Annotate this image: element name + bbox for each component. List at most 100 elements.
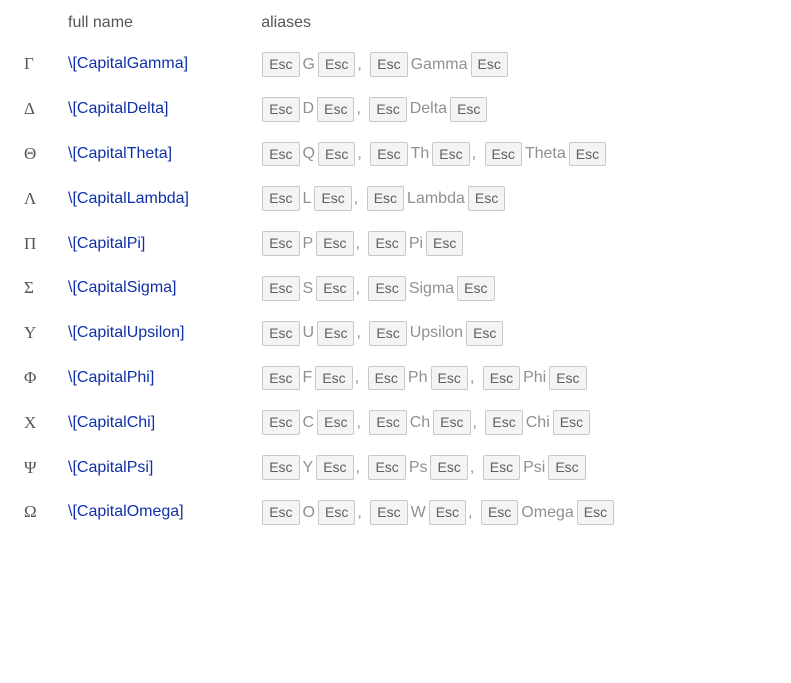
esc-key: Esc — [483, 366, 520, 391]
alias-text: Lambda — [405, 190, 467, 207]
esc-key: Esc — [368, 366, 405, 391]
alias-text: Chi — [524, 414, 552, 431]
esc-key: Esc — [262, 186, 299, 211]
alias-separator: , — [355, 324, 363, 341]
esc-key: Esc — [316, 231, 353, 256]
esc-key: Esc — [368, 455, 405, 480]
esc-key: Esc — [369, 410, 406, 435]
fullname-link[interactable]: \[CapitalDelta] — [68, 100, 169, 117]
esc-key: Esc — [317, 410, 354, 435]
alias-text: Psi — [521, 459, 547, 476]
esc-key: Esc — [457, 276, 494, 301]
fullname-cell: \[CapitalGamma] — [60, 42, 253, 87]
esc-key: Esc — [262, 276, 299, 301]
glyph-cell: Χ — [16, 400, 60, 445]
esc-key: Esc — [433, 410, 470, 435]
esc-key: Esc — [430, 455, 467, 480]
fullname-link[interactable]: \[CapitalPhi] — [68, 369, 154, 386]
alias-separator: , — [355, 235, 363, 252]
column-header-fullname: full name — [60, 10, 253, 42]
alias-separator: , — [355, 459, 363, 476]
alias-text: Phi — [521, 369, 548, 386]
alias-text: Ph — [406, 369, 430, 386]
aliases-cell: EscFEsc, EscPhEsc, EscPhiEsc — [253, 356, 775, 401]
alias-text: Theta — [523, 145, 568, 162]
fullname-cell: \[CapitalLambda] — [60, 176, 253, 221]
alias-separator: , — [356, 504, 364, 521]
esc-key: Esc — [367, 186, 404, 211]
fullname-cell: \[CapitalTheta] — [60, 132, 253, 177]
table-row: Χ \[CapitalChi] EscCEsc, EscChEsc, EscChiE… — [16, 400, 775, 445]
fullname-link[interactable]: \[CapitalTheta] — [68, 145, 172, 162]
alias-separator: , — [355, 100, 363, 117]
alias-text: W — [409, 504, 428, 521]
aliases-cell: EscLEsc, EscLambdaEsc — [253, 176, 775, 221]
esc-key: Esc — [466, 321, 503, 346]
glyph-cell: Θ — [16, 132, 60, 177]
esc-key: Esc — [317, 321, 354, 346]
esc-key: Esc — [432, 142, 469, 167]
esc-key: Esc — [262, 142, 299, 167]
esc-key: Esc — [316, 455, 353, 480]
fullname-link[interactable]: \[CapitalPi] — [68, 235, 145, 252]
esc-key: Esc — [481, 500, 518, 525]
esc-key: Esc — [368, 231, 405, 256]
esc-key: Esc — [368, 276, 405, 301]
glyph-cell: Φ — [16, 356, 60, 401]
glyph-cell: Λ — [16, 176, 60, 221]
alias-separator: , — [356, 56, 364, 73]
alias-text: C — [301, 414, 317, 431]
fullname-link[interactable]: \[CapitalGamma] — [68, 55, 188, 72]
table-row: Θ\[CapitalTheta]EscQEsc, EscThEsc, EscTh… — [16, 132, 775, 177]
aliases-cell: EscPEsc, EscPiEsc — [253, 221, 775, 266]
esc-key: Esc — [577, 500, 614, 525]
esc-key: Esc — [262, 500, 299, 525]
alias-text: F — [301, 369, 315, 386]
aliases-cell: EscCEsc, EscChEsc, EscChiEsc — [253, 400, 775, 445]
alias-text: Ch — [408, 414, 432, 431]
esc-key: Esc — [262, 410, 299, 435]
esc-key: Esc — [548, 455, 585, 480]
alias-text: P — [301, 235, 316, 252]
esc-key: Esc — [262, 366, 299, 391]
alias-separator: , — [471, 145, 479, 162]
alias-separator: , — [355, 280, 363, 297]
esc-key: Esc — [431, 366, 468, 391]
fullname-link[interactable]: \[CapitalSigma] — [68, 279, 177, 296]
aliases-cell: EscYEsc, EscPsEsc, EscPsiEsc — [253, 445, 775, 490]
greek-capital-letters-table: full name aliases Γ\[CapitalGamma]EscGEs… — [16, 10, 775, 535]
alias-separator: , — [353, 190, 361, 207]
esc-key: Esc — [262, 97, 299, 122]
esc-key: Esc — [318, 500, 355, 525]
fullname-cell: \[CapitalChi] — [60, 400, 253, 445]
aliases-cell: EscSEsc, EscSigmaEsc — [253, 266, 775, 311]
table-row: Δ\[CapitalDelta]EscDEsc, EscDeltaEsc — [16, 87, 775, 132]
alias-separator: , — [469, 369, 477, 386]
esc-key: Esc — [315, 366, 352, 391]
alias-text: Sigma — [407, 280, 456, 297]
table-row: Φ\[CapitalPhi]EscFEsc, EscPhEsc, EscPhiE… — [16, 356, 775, 401]
table-row: Π\[CapitalPi]EscPEsc, EscPiEsc — [16, 221, 775, 266]
esc-key: Esc — [485, 410, 522, 435]
alias-text: O — [301, 504, 317, 521]
column-header-aliases: aliases — [253, 10, 775, 42]
table-row: Ω\[CapitalOmega]EscOEsc, EscWEsc, EscOme… — [16, 490, 775, 535]
fullname-link[interactable]: \[CapitalPsi] — [68, 459, 153, 476]
esc-key: Esc — [369, 321, 406, 346]
esc-key: Esc — [370, 52, 407, 77]
esc-key: Esc — [370, 500, 407, 525]
fullname-cell: \[CapitalUpsilon] — [60, 311, 253, 356]
fullname-link[interactable]: \[CapitalOmega] — [68, 503, 184, 520]
alias-text: Gamma — [409, 56, 470, 73]
fullname-link[interactable]: \[CapitalChi] — [68, 414, 155, 431]
fullname-link[interactable]: \[CapitalUpsilon] — [68, 324, 185, 341]
alias-separator: , — [354, 369, 362, 386]
esc-key: Esc — [316, 276, 353, 301]
fullname-cell: \[CapitalDelta] — [60, 87, 253, 132]
glyph-cell: Γ — [16, 42, 60, 87]
glyph-cell: Δ — [16, 87, 60, 132]
alias-text: U — [301, 324, 317, 341]
fullname-link[interactable]: \[CapitalLambda] — [68, 190, 189, 207]
table-row: Σ\[CapitalSigma]EscSEsc, EscSigmaEsc — [16, 266, 775, 311]
alias-text: S — [301, 280, 316, 297]
